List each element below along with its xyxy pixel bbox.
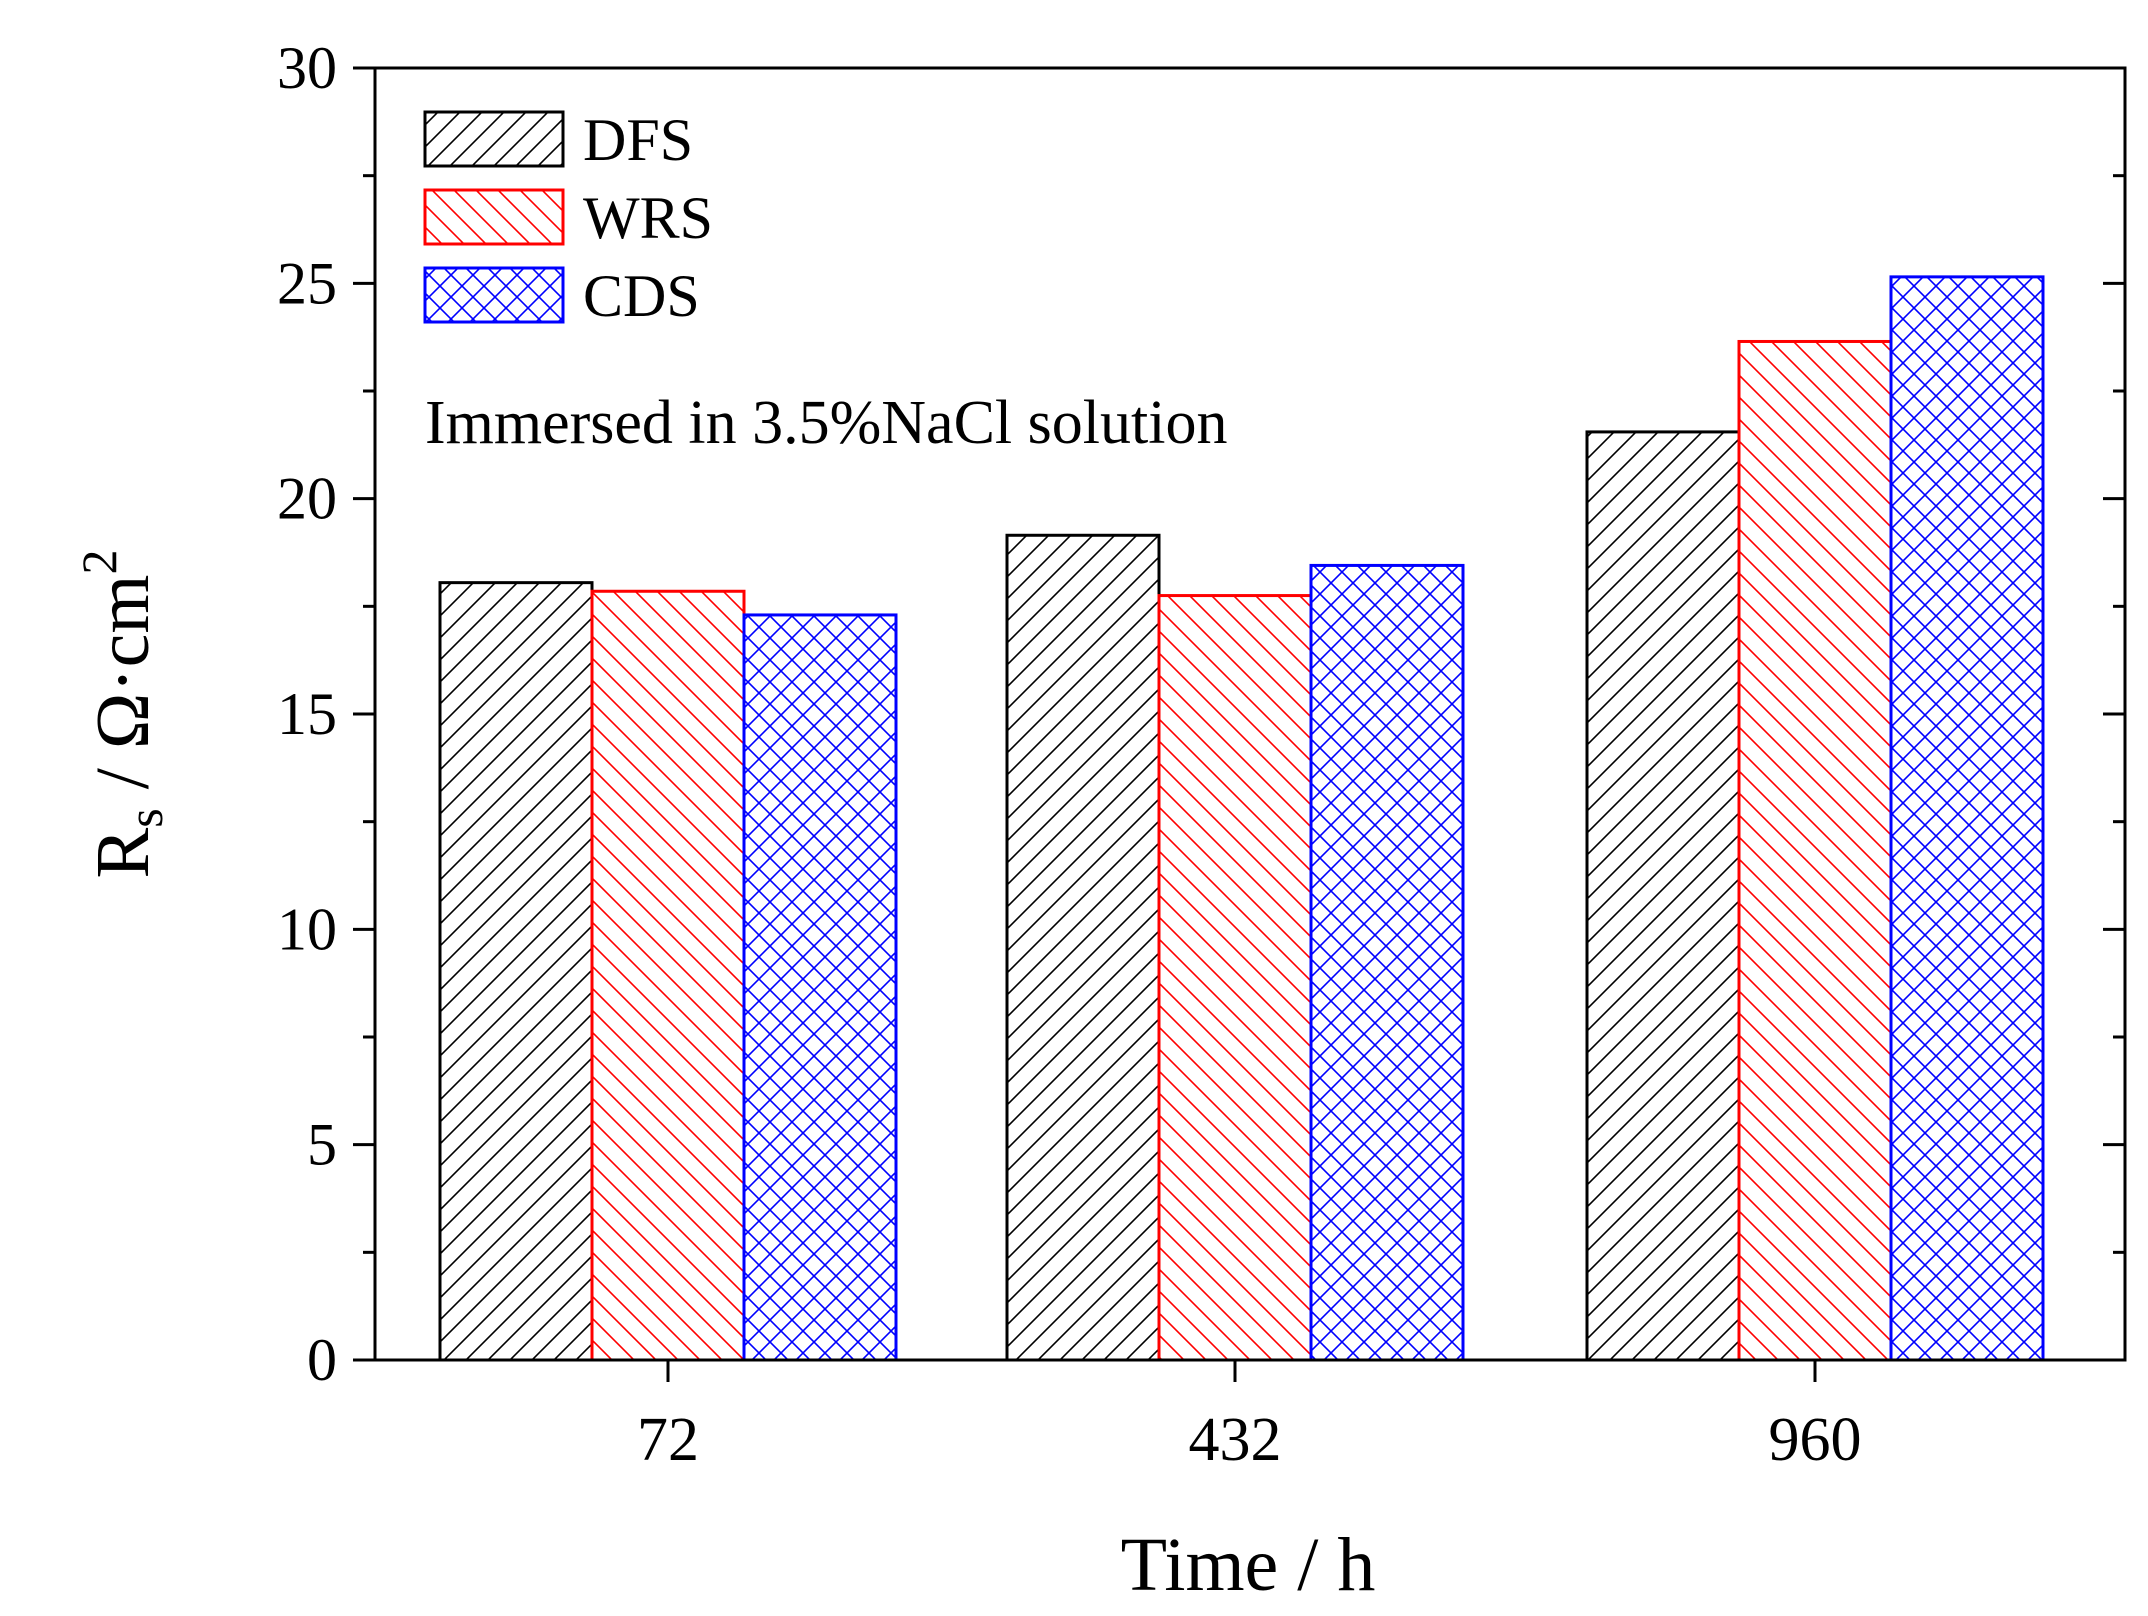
y-axis: 0 5 10 15 20 25 30	[277, 35, 2125, 1393]
y-axis-title-main: R	[81, 827, 165, 878]
x-tick-label: 72	[637, 1406, 699, 1474]
y-tick-label: 30	[277, 35, 337, 101]
bar-cds-960	[1889, 275, 2045, 1362]
legend-swatch-dfs	[423, 110, 565, 168]
x-axis-title: Time / h	[1121, 1523, 1376, 1607]
legend-swatch-cds	[423, 266, 565, 324]
y-axis-title-unit: / Ω·cm	[81, 575, 165, 809]
x-tick-label: 960	[1769, 1406, 1862, 1474]
bar-dfs-960	[1585, 430, 1741, 1362]
y-tick-label: 25	[277, 250, 337, 316]
bar-wrs-72	[590, 589, 746, 1362]
bar-wrs-432	[1157, 594, 1313, 1362]
bar-dfs-432	[1005, 533, 1161, 1362]
x-tick-label: 432	[1189, 1406, 1282, 1474]
y-axis-title-superscript: 2	[71, 550, 127, 575]
legend-label-dfs: DFS	[583, 107, 693, 173]
legend-swatch-wrs	[423, 188, 565, 246]
legend: DFS WRS CDS	[423, 107, 713, 329]
bar-wrs-960	[1737, 339, 1893, 1362]
y-tick-label: 5	[307, 1112, 337, 1178]
x-axis: 72 432 960	[637, 1360, 1862, 1474]
y-tick-label: 10	[277, 896, 337, 962]
legend-label-wrs: WRS	[583, 185, 713, 251]
y-tick-label: 15	[277, 681, 337, 747]
bar-cds-432	[1309, 563, 1465, 1362]
legend-label-cds: CDS	[583, 263, 700, 329]
bar-cds-72	[742, 613, 898, 1362]
bar-dfs-72	[438, 581, 594, 1362]
y-axis-title: Rs / Ω·cm2	[71, 550, 173, 879]
y-tick-label: 20	[277, 466, 337, 532]
annotation-text: Immersed in 3.5%NaCl solution	[425, 389, 1227, 457]
y-axis-title-subscript: s	[117, 808, 173, 827]
bars-layer	[438, 275, 2045, 1362]
y-tick-label: 0	[307, 1327, 337, 1393]
